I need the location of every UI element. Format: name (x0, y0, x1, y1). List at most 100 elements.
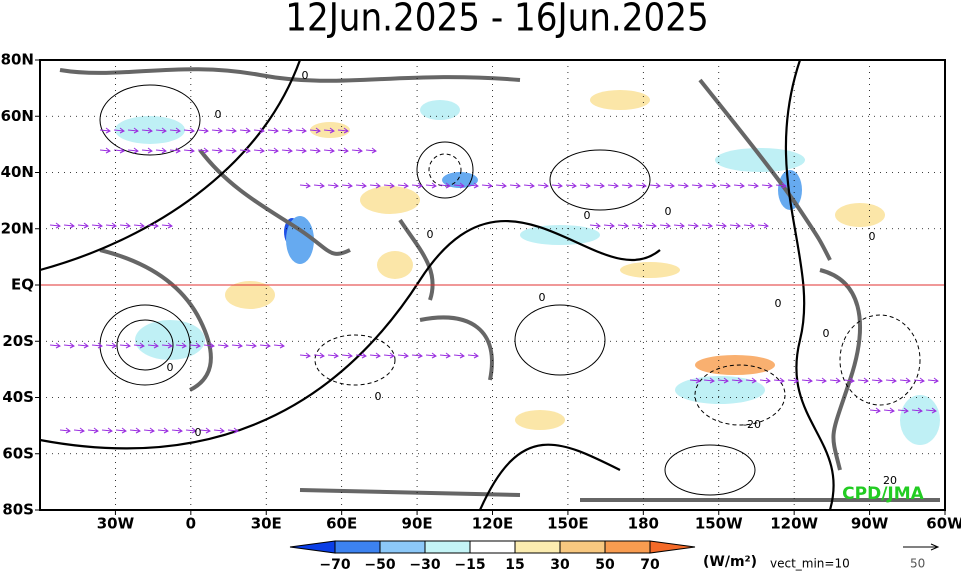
wind-vector (717, 377, 729, 384)
wind-vector (733, 182, 745, 189)
wind-vector (213, 427, 225, 434)
wind-vector (719, 182, 731, 189)
wind-vector (185, 427, 197, 434)
wind-vector (397, 182, 409, 189)
lat-label: 60N (1, 107, 34, 125)
coastline (419, 315, 494, 381)
wind-vector (141, 127, 153, 134)
colorbar-segment (514, 540, 561, 554)
lon-label: 90E (402, 515, 433, 533)
colorbar-units: (W/m²) (703, 554, 757, 570)
wind-vector (309, 147, 321, 154)
wind-vector (211, 127, 223, 134)
wind-vector (327, 182, 339, 189)
wind-vector (169, 127, 181, 134)
lon-label: 120W (770, 515, 818, 533)
wind-vector (49, 222, 61, 229)
wind-vector (467, 352, 479, 359)
wind-vector (231, 342, 243, 349)
colorbar-segment (424, 540, 471, 554)
lon-label: 90W (851, 515, 889, 533)
wind-vector (773, 377, 785, 384)
contour-label: 0 (375, 390, 382, 403)
lat-label: 80S (2, 501, 34, 519)
contour (549, 149, 651, 211)
shading (695, 355, 775, 375)
wind-vector (239, 127, 251, 134)
contour (664, 444, 756, 496)
wind-vector (603, 222, 615, 229)
wind-vector (119, 342, 131, 349)
wind-vector (49, 342, 61, 349)
wind-vector (225, 147, 237, 154)
contour-label: 0 (665, 205, 672, 218)
wind-vector (425, 352, 437, 359)
wind-vector (617, 222, 629, 229)
wind-vector (211, 147, 223, 154)
lon-label: 120E (472, 515, 514, 533)
wind-vector (197, 147, 209, 154)
coastline (99, 248, 213, 392)
wind-vector (551, 182, 563, 189)
shading (286, 216, 314, 264)
wind-vector (91, 342, 103, 349)
coastline (698, 78, 832, 261)
wind-vector (899, 377, 911, 384)
wind-vector (589, 222, 601, 229)
wind-vector (299, 352, 311, 359)
wind-vector (645, 222, 657, 229)
coastline (299, 488, 521, 497)
wind-vector (439, 182, 451, 189)
coastline (398, 218, 435, 301)
wind-vector (729, 222, 741, 229)
wind-vector (127, 147, 139, 154)
wind-vector (369, 352, 381, 359)
contour (416, 141, 474, 199)
wind-vector (91, 222, 103, 229)
wind-vector (659, 222, 671, 229)
wind-vector (323, 127, 335, 134)
wind-vector (411, 182, 423, 189)
contour (39, 59, 302, 272)
wind-vector (801, 377, 813, 384)
shading (715, 148, 805, 172)
wind-vector (183, 127, 195, 134)
contour (478, 443, 621, 511)
wind-vector (621, 182, 633, 189)
colorbar-label: −30 (409, 557, 440, 573)
colorbar-label: 30 (550, 557, 570, 573)
wind-vector (677, 182, 689, 189)
wind-vector (411, 352, 423, 359)
plot-area: 0 0 0 0 0 0 0 0 0 0 0 0 -20 20 (39, 59, 946, 511)
wind-vector (175, 342, 187, 349)
colorbar-segment (334, 540, 381, 554)
wind-vector (607, 182, 619, 189)
wind-vector (155, 147, 167, 154)
wind-vector (323, 147, 335, 154)
wind-vector (77, 222, 89, 229)
wind-vector (227, 427, 239, 434)
wind-vector (199, 427, 211, 434)
wind-vector (689, 377, 701, 384)
wind-vector (743, 222, 755, 229)
wind-vector (369, 182, 381, 189)
vector-scale: 50 (910, 557, 925, 571)
contour-label: 0 (869, 230, 876, 243)
wind-vector (119, 222, 131, 229)
wind-vector (267, 127, 279, 134)
credit: CPD/JMA (842, 484, 924, 504)
lon-label: 150E (547, 515, 589, 533)
lat-label: EQ (11, 276, 34, 294)
shading (310, 122, 350, 138)
wind-vector (281, 127, 293, 134)
wind-vector (171, 427, 183, 434)
wind-vector (295, 147, 307, 154)
contour (784, 59, 835, 511)
contour-label: 0 (539, 291, 546, 304)
wind-vector (913, 377, 925, 384)
coastline (819, 268, 862, 471)
colorbar-segment (469, 540, 516, 554)
shading (835, 203, 885, 227)
wind-vector (115, 427, 127, 434)
lat-label: 40S (2, 388, 34, 406)
